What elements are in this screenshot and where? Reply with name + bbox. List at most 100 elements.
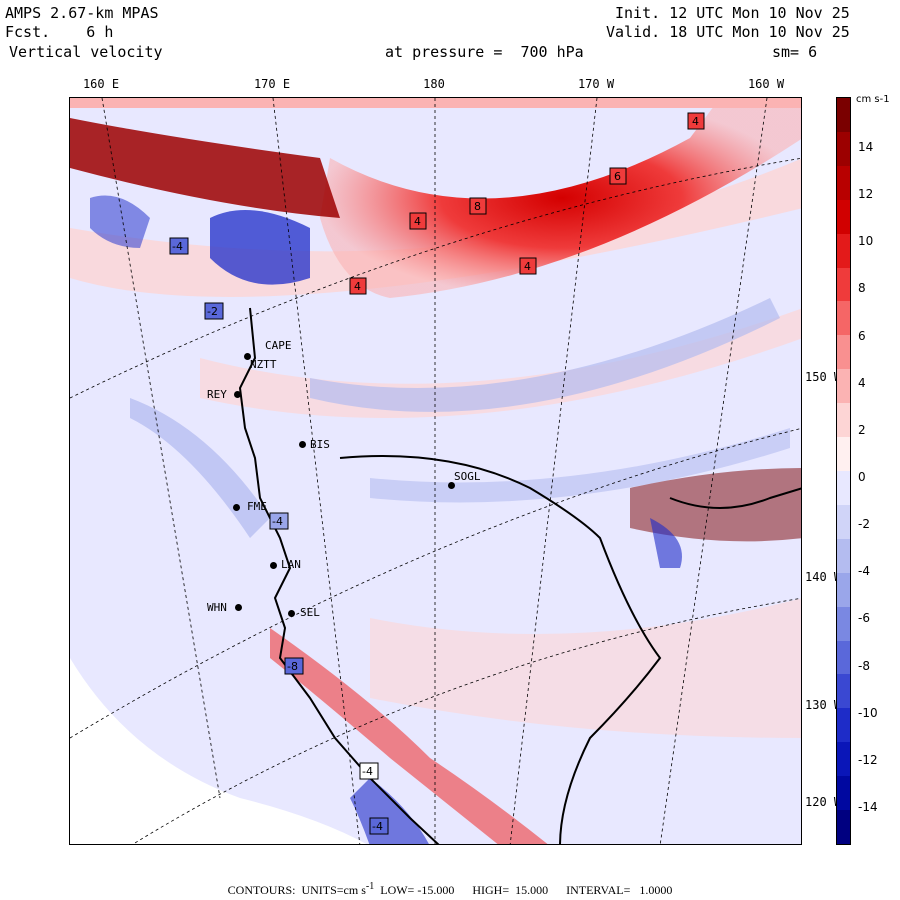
svg-text:-4: -4	[362, 765, 373, 778]
svg-text:8: 8	[474, 200, 481, 213]
station-dot-whn	[235, 604, 242, 611]
colorbar-tick-label: -12	[858, 752, 878, 767]
colorbar-tick-label: 0	[858, 470, 866, 484]
colorbar-swatch	[837, 674, 850, 709]
colorbar-swatch	[837, 776, 850, 811]
forecast-label-text: Fcst.	[5, 23, 51, 41]
top-edge-band	[70, 98, 801, 108]
lon-label-160e: 160 E	[82, 77, 120, 91]
colorbar-tick-label: -8	[858, 658, 870, 673]
svg-text:-4: -4	[172, 240, 183, 253]
pressure-level: at pressure = 700 hPa	[385, 43, 584, 61]
colorbar-tick-label: 2	[858, 422, 866, 437]
svg-text:-4: -4	[372, 820, 383, 833]
blue-streak-3	[130, 398, 270, 538]
colorbar-tick-label: -10	[858, 705, 878, 720]
ice-shelf-edge	[339, 455, 662, 844]
mountain-updraft-belt	[270, 628, 548, 844]
station-cape: CAPE	[265, 339, 292, 352]
station-sogl: SOGL	[454, 470, 481, 483]
footer-contours: CONTOURS: UNITS=cm s	[227, 883, 366, 897]
station-bis: BIS	[310, 438, 330, 451]
svg-text:-4: -4	[272, 515, 283, 528]
colorbar-swatch	[837, 504, 850, 540]
coastline-east	[669, 487, 801, 509]
svg-text:4: 4	[692, 115, 699, 128]
lat-label-150w: 150 W	[805, 370, 842, 384]
colorbar	[836, 97, 851, 845]
forecast-label: Fcst. 6 h	[5, 23, 113, 41]
contour-footer: CONTOURS: UNITS=cm s-1 LOW= -15.000 HIGH…	[227, 881, 673, 897]
colorbar-swatch	[837, 606, 850, 642]
lon-label-170w: 170 W	[577, 77, 615, 91]
east-mountain-updraft	[630, 468, 801, 542]
colorbar-swatch	[837, 98, 850, 133]
vertical-velocity-map: 4 6 8 4 4 4 -4 -2 -4 -8 -4 -4	[70, 98, 801, 844]
colorbar-swatch	[837, 437, 850, 472]
coastline-west	[238, 307, 440, 844]
colorbar-tick-label: 12	[858, 187, 874, 202]
colorbar-tick-label: 4	[858, 375, 866, 390]
blue-streak-1	[310, 298, 780, 412]
station-sel: SEL	[300, 606, 320, 619]
colorbar-swatch	[837, 742, 850, 777]
svg-text:-8: -8	[287, 660, 298, 673]
downdraft-pocket-1	[210, 210, 310, 285]
graticule	[70, 98, 801, 844]
colorbar-swatch	[837, 131, 850, 167]
init-time: Init. 12 UTC Mon 10 Nov 25	[615, 4, 850, 22]
svg-text:6: 6	[614, 170, 621, 183]
station-dot-lan	[270, 562, 277, 569]
east-mountain-downdraft	[650, 518, 682, 568]
lat-label-120w: 120 W	[805, 795, 842, 809]
station-dot-cape	[244, 353, 251, 360]
valid-time: Valid. 18 UTC Mon 10 Nov 25	[606, 23, 850, 41]
colorbar-swatch	[837, 267, 850, 302]
station-fme: FME	[247, 500, 267, 513]
lon-label-160w: 160 W	[747, 77, 785, 91]
colorbar-tick-label: 10	[858, 234, 874, 249]
station-dot-fme	[233, 504, 240, 511]
footer-high: HIGH= 15.000	[472, 883, 549, 897]
downdraft-pocket-2	[90, 195, 150, 248]
colorbar-swatch	[837, 572, 850, 608]
model-title: AMPS 2.67-km MPAS	[5, 4, 159, 22]
lon-label-180: 180	[423, 77, 445, 91]
contour-labels: 4 6 8 4 4 4 -4 -2 -4 -8 -4 -4	[169, 112, 705, 835]
colorbar-unit: cm s-1	[856, 94, 890, 105]
station-whn: WHN	[207, 601, 227, 614]
colorbar-tick-label: -2	[858, 517, 870, 532]
lat-label-130w: 130 W	[805, 698, 842, 712]
colorbar-swatch	[837, 301, 850, 336]
colorbar-tick-label: -14	[858, 800, 878, 814]
updraft-jet	[320, 98, 801, 298]
svg-text:4: 4	[414, 215, 421, 228]
colorbar-tick-label: 14	[858, 140, 874, 154]
colorbar-swatch	[837, 538, 850, 574]
colorbar-swatch	[837, 165, 850, 201]
colorbar-tick-label: -4	[858, 564, 870, 579]
colorbar-swatch	[837, 403, 850, 438]
map-panel: 4 6 8 4 4 4 -4 -2 -4 -8 -4 -4 CAPE NZTT …	[69, 97, 802, 845]
station-rey: REY	[207, 388, 227, 401]
colorbar-swatch	[837, 810, 850, 845]
blue-streak-2	[370, 428, 790, 503]
colorbar-swatch	[837, 335, 850, 370]
colorbar-swatch	[837, 471, 850, 506]
station-lan: LAN	[281, 558, 301, 571]
colorbar-swatch	[837, 369, 850, 404]
forecast-hour: 6 h	[86, 23, 114, 41]
outside-domain-bottom	[70, 658, 367, 844]
colorbar-tick-label: 6	[858, 328, 866, 343]
colorbar-tick-label: 8	[858, 281, 866, 296]
footer-low: LOW= -15.000	[380, 883, 455, 897]
station-dot-sogl	[448, 482, 455, 489]
updraft-northwest	[70, 118, 340, 218]
station-nztt: NZTT	[250, 358, 277, 371]
smoothing: sm= 6	[772, 43, 818, 61]
field-name: Vertical velocity	[9, 43, 163, 61]
footer-interval: INTERVAL= 1.0000	[566, 883, 673, 897]
svg-text:4: 4	[524, 260, 531, 273]
pink-band-south	[370, 598, 801, 738]
colorbar-swatch	[837, 708, 850, 743]
